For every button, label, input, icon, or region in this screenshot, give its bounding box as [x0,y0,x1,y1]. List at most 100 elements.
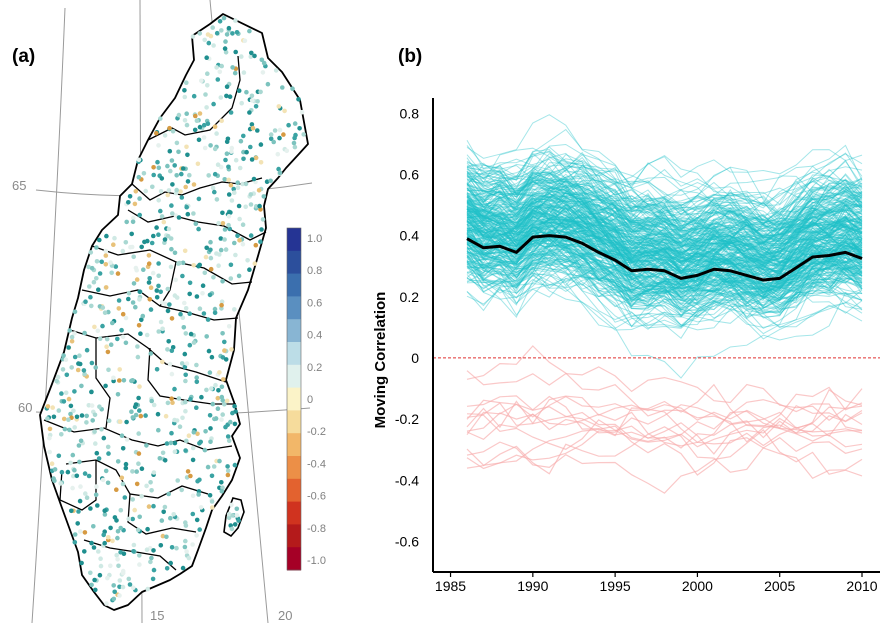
station-dot [137,562,142,567]
station-dot [158,319,164,325]
station-dot [258,160,264,165]
station-series-line [466,147,863,215]
station-dot [215,162,221,167]
station-dot [137,289,143,295]
station-series-line [466,232,863,310]
station-series-line [466,191,863,263]
station-dot [264,179,270,184]
station-dot [151,402,157,408]
negative-station-series [466,345,863,494]
station-dot [131,215,136,221]
station-dot [184,144,189,150]
station-series-line [466,184,863,240]
station-dot [290,86,295,91]
station-dot [165,192,171,198]
station-dot [169,545,175,550]
station-dot [168,515,173,521]
station-dot [272,128,278,133]
station-dot [276,104,282,109]
station-dot [209,473,215,479]
station-dot [230,513,235,518]
station-dot [97,237,102,243]
station-dot [197,31,203,36]
station-series-line [466,195,863,255]
station-dot [222,348,227,353]
station-series-line [466,166,863,234]
station-series-line [466,177,863,232]
station-dot [115,557,120,562]
station-dot [215,77,221,82]
station-dot [86,264,91,270]
station-dot [222,177,227,182]
station-dot [148,480,153,485]
station-series-line [466,193,863,272]
station-series-line [466,167,863,236]
station-dot [74,473,80,479]
station-series-line [466,139,863,212]
station-dot [183,184,188,190]
station-dot [219,384,225,390]
station-series-line [466,187,863,257]
colorbar-tick-label: 0.8 [307,265,322,277]
station-dot [101,435,107,441]
station-dot [50,405,55,410]
station-dot [239,100,244,106]
station-dot [249,50,254,56]
station-dot [145,238,150,244]
station-series-line [466,250,863,300]
station-series-line [466,164,863,247]
station-series-line [466,232,863,293]
station-dot [104,336,110,342]
station-dot [139,244,144,250]
station-series-line [466,202,863,259]
station-dot [159,300,165,305]
station-dot [137,196,142,201]
station-dot [182,248,188,254]
station-dot [226,214,232,219]
station-dot [106,418,112,424]
station-dot [59,469,65,475]
station-series-line [466,173,863,237]
station-dot [249,157,255,162]
station-series-line [466,256,863,328]
station-dot [146,253,152,258]
station-dot [199,78,204,84]
station-dot [258,142,264,147]
station-dot [236,203,242,209]
station-dot [235,185,241,190]
station-dot [292,121,298,126]
station-dot [164,441,170,446]
station-dot [206,348,212,354]
station-series-line [466,229,863,314]
station-dot [160,450,166,456]
station-dot [205,121,211,126]
station-dot [79,383,84,389]
station-series-line [466,224,863,287]
station-series-line [466,222,863,294]
station-dot [155,159,160,165]
colorbar-tick-label: 0.6 [307,297,322,309]
station-dot [183,448,188,453]
station-dot [112,515,118,520]
station-dot [94,259,100,264]
station-series-line [466,208,863,287]
station-dot [131,254,136,260]
station-dot [165,233,171,239]
station-dot [151,470,157,475]
station-dot [149,240,155,246]
station-series-line [466,221,863,310]
station-dot [230,65,235,70]
station-dot [96,456,102,461]
station-dot [121,551,127,556]
station-dot [123,465,129,471]
station-series-line [466,165,863,226]
station-series-line [466,146,863,207]
station-dot [299,109,305,115]
station-dot [130,378,135,383]
station-series-line [466,231,863,304]
station-dot [106,535,111,540]
station-series-line [466,164,863,236]
station-dot [200,291,205,296]
station-dot [223,357,229,362]
station-dot [222,339,227,345]
